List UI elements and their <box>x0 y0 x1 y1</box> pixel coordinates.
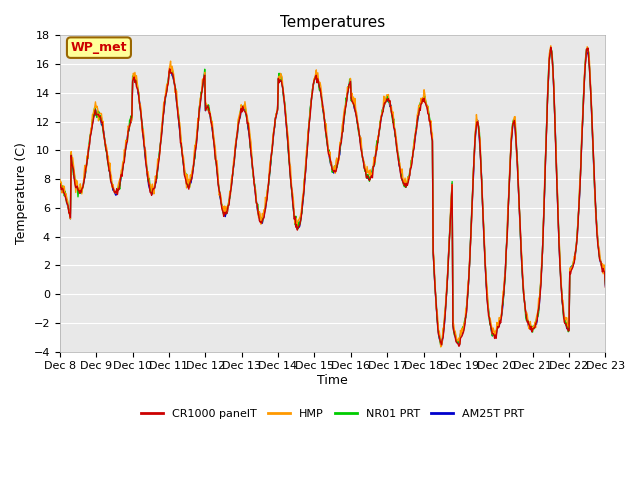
Text: WP_met: WP_met <box>70 41 127 54</box>
Legend: CR1000 panelT, HMP, NR01 PRT, AM25T PRT: CR1000 panelT, HMP, NR01 PRT, AM25T PRT <box>136 405 529 423</box>
Y-axis label: Temperature (C): Temperature (C) <box>15 143 28 244</box>
Title: Temperatures: Temperatures <box>280 15 385 30</box>
X-axis label: Time: Time <box>317 374 348 387</box>
